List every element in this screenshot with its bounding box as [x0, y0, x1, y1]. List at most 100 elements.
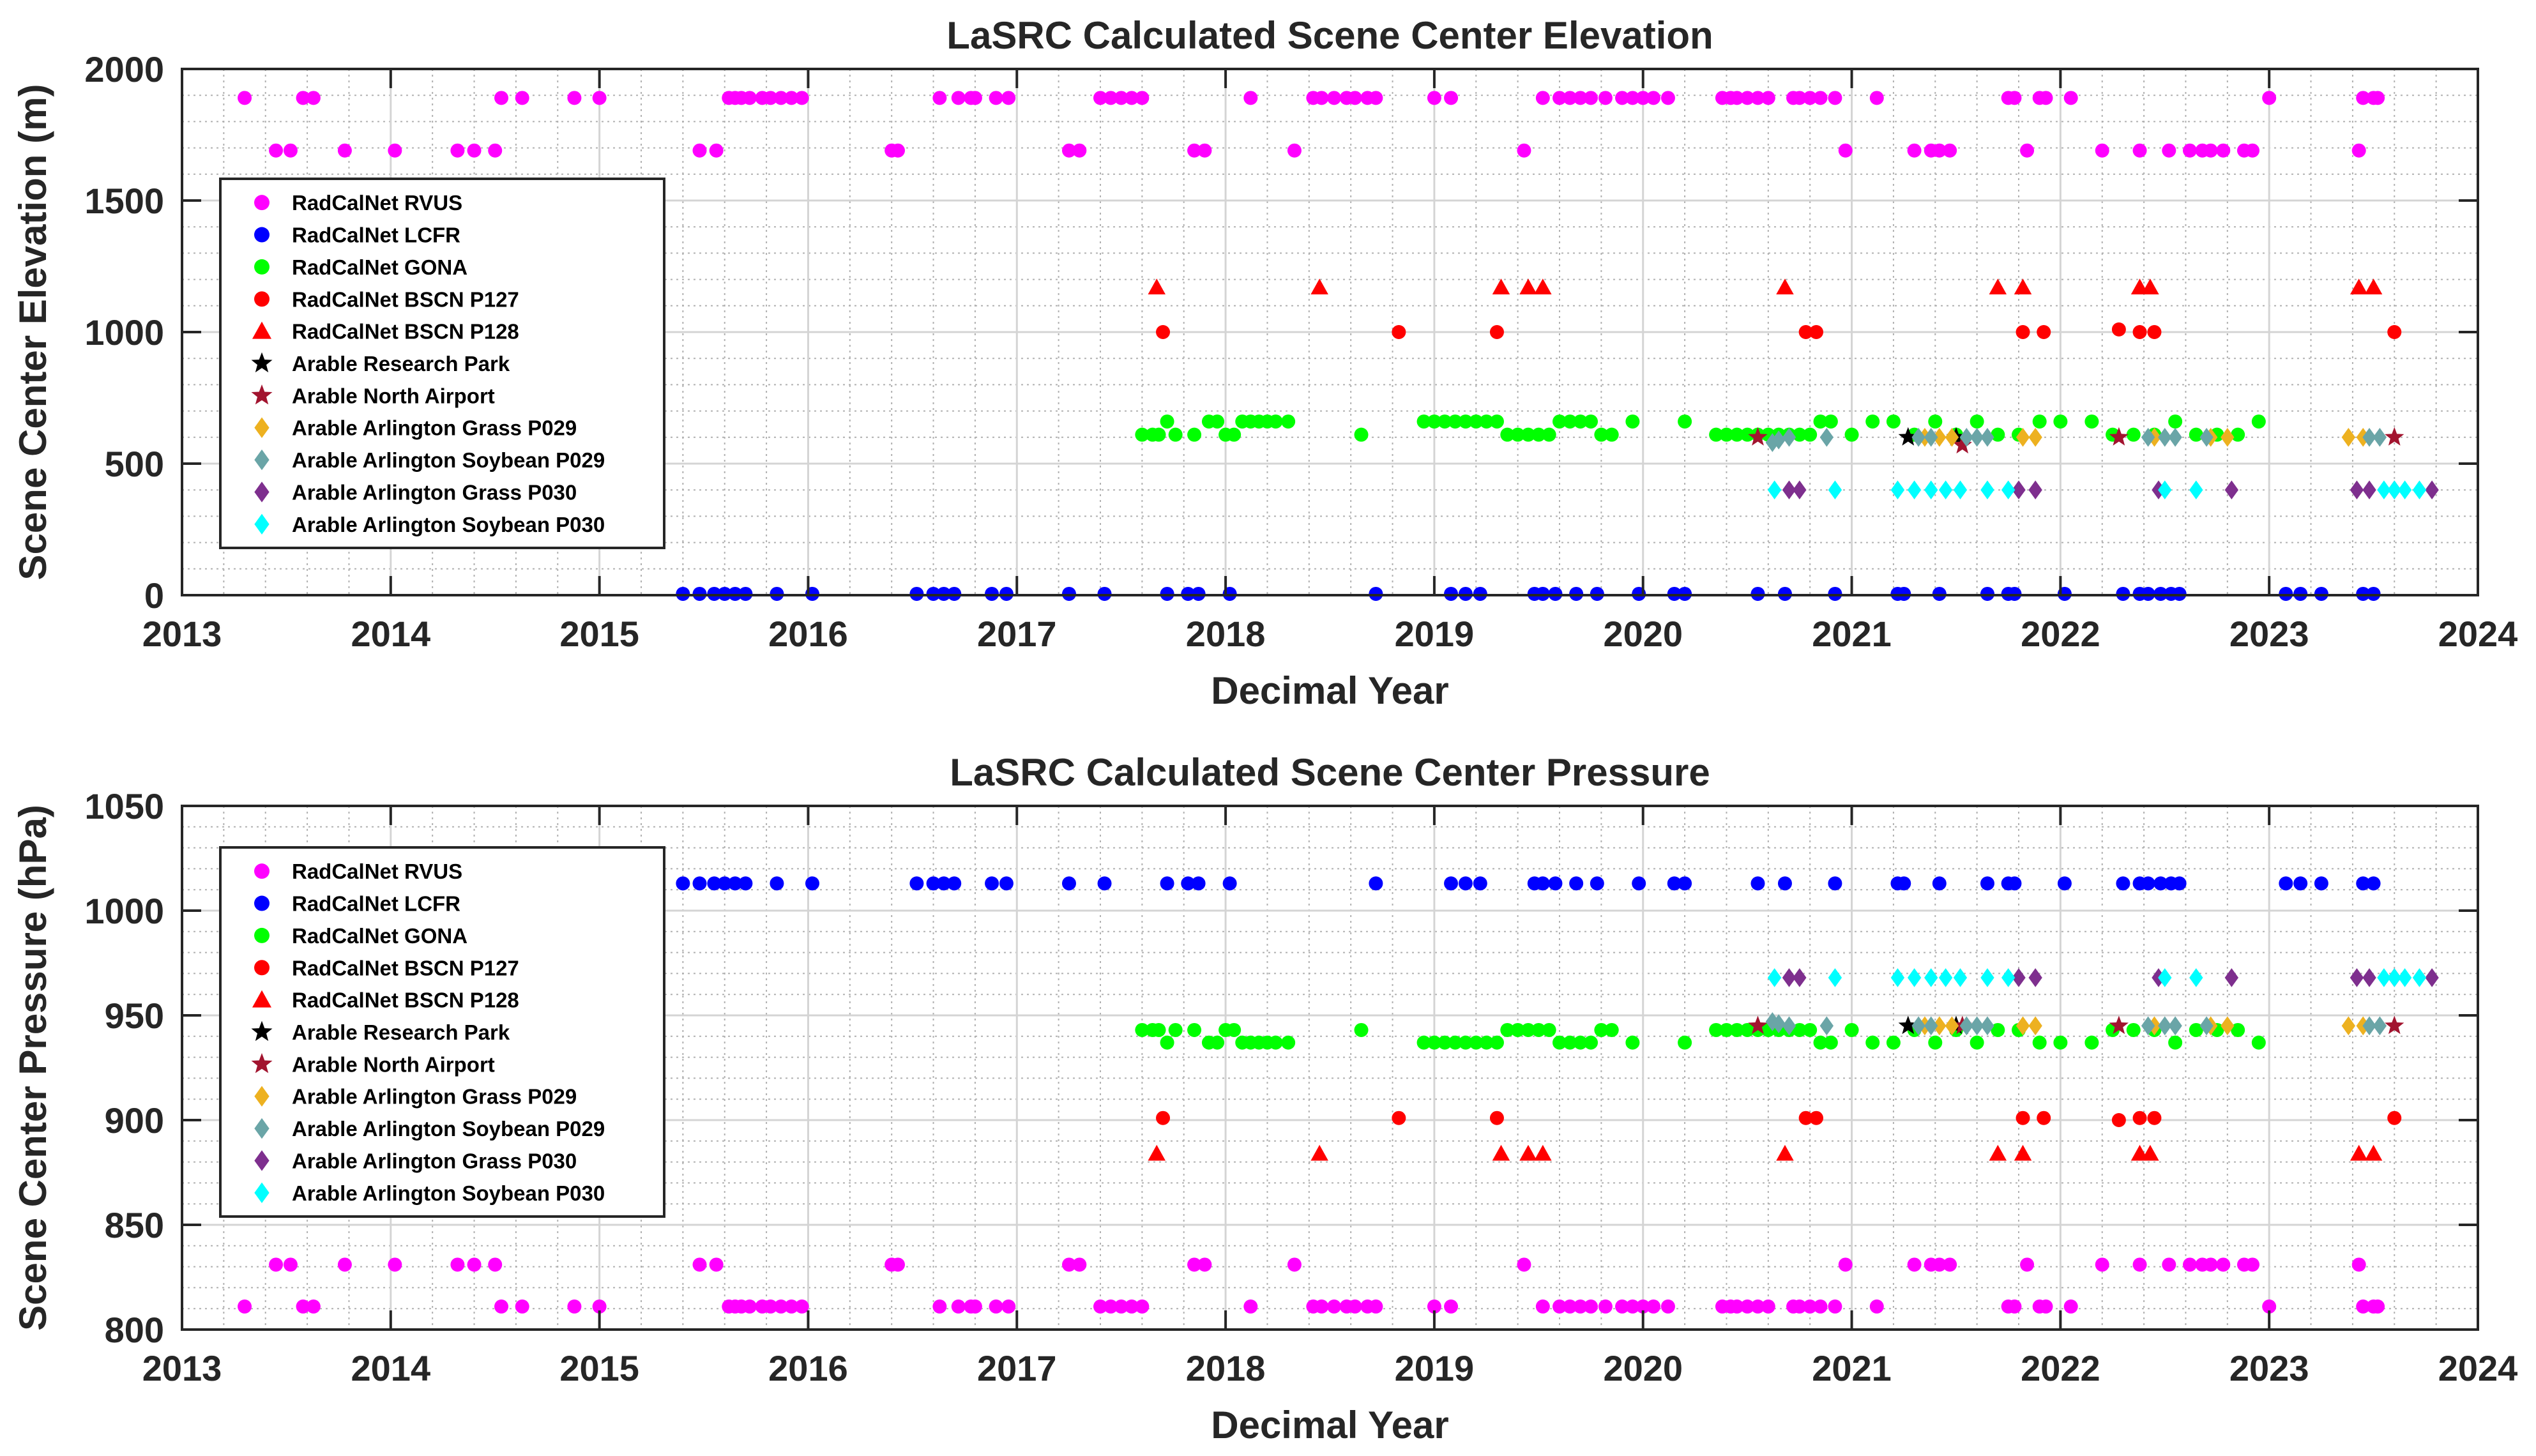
legend-item: Arable Research Park: [251, 1020, 510, 1044]
x-tick-label: 2021: [1812, 1348, 1892, 1388]
data-point: [1097, 876, 1112, 891]
data-point: [2014, 278, 2032, 294]
data-point: [238, 1299, 252, 1314]
data-point: [784, 1299, 799, 1314]
data-point: [1001, 91, 1016, 105]
data-point: [1932, 143, 1947, 158]
data-point: [1719, 427, 1734, 442]
data-point: [1187, 427, 1202, 442]
data-point: [1438, 414, 1452, 429]
data-point: [2037, 1111, 2051, 1125]
data-point: [1187, 1022, 1202, 1037]
data-point: [968, 91, 982, 105]
chart-panel-2: 2013 2014 2015 2016 2017 2018 2019 2020 2021 2022…: [11, 751, 2517, 1446]
data-point: [1792, 1022, 1807, 1037]
data-point: [1989, 1144, 2007, 1161]
data-point: [2350, 1144, 2368, 1161]
data-point: [488, 143, 503, 158]
data-point: [2141, 1144, 2159, 1161]
data-point: [2168, 427, 2182, 447]
data-point: [1458, 1035, 1473, 1050]
data-point: [1750, 586, 1765, 601]
x-tick-label: 2024: [2438, 614, 2518, 654]
data-point: [890, 143, 905, 158]
data-point: [1772, 1014, 1786, 1033]
x-tick-label: 2022: [2021, 1348, 2100, 1388]
data-point: [1584, 1035, 1598, 1050]
data-point: [2014, 1144, 2032, 1161]
legend-label: Arable Arlington Soybean P030: [292, 513, 605, 536]
data-point: [283, 1257, 298, 1272]
data-point: [1181, 586, 1196, 601]
data-point: [1181, 876, 1196, 891]
data-point: [2063, 91, 2078, 105]
data-point: [985, 586, 999, 601]
data-point: [2221, 1016, 2235, 1036]
data-point: [1667, 586, 1682, 601]
data-point: [1803, 91, 1818, 105]
data-point: [909, 586, 924, 601]
legend-box: [219, 178, 665, 549]
data-point: [1793, 968, 1807, 987]
data-point: [2203, 143, 2218, 158]
data-point: [2084, 414, 2099, 429]
data-point: [1187, 143, 1202, 158]
data-point: [1594, 1022, 1609, 1037]
data-point: [1897, 876, 1911, 891]
data-point: [1473, 876, 1487, 891]
data-point: [2356, 876, 2371, 891]
legend-label: Arable Research Park: [292, 1020, 510, 1044]
data-point: [1489, 414, 1504, 429]
data-point: [2279, 586, 2293, 601]
data-point: [2364, 278, 2383, 294]
data-point: [1980, 968, 1994, 987]
data-point: [1838, 143, 1853, 158]
data-point: [1187, 1257, 1202, 1272]
data-point: [2199, 1016, 2213, 1036]
data-point: [2158, 1016, 2172, 1036]
data-point: [2007, 586, 2022, 601]
data-point: [2012, 480, 2026, 500]
data-point: [2141, 427, 2155, 447]
data-point: [989, 91, 1003, 105]
data-point: [2397, 968, 2412, 987]
legend-item: Arable Arlington Soybean P030: [254, 1181, 605, 1205]
data-point: [709, 1257, 724, 1272]
data-point: [2158, 480, 2172, 500]
data-point: [2351, 143, 2366, 158]
legend-marker: [254, 1086, 270, 1107]
data-point: [1369, 876, 1383, 891]
legend-item: RadCalNet BSCN P128: [252, 989, 519, 1012]
data-point: [1928, 1035, 1943, 1050]
data-point: [763, 1299, 778, 1314]
data-point: [2141, 586, 2155, 601]
data-point: [1287, 1257, 1302, 1272]
data-point: [2216, 143, 2231, 158]
data-point: [1135, 91, 1150, 105]
chart-title: LaSRC Calculated Scene Center Pressure: [950, 751, 1710, 794]
data-point: [773, 91, 788, 105]
data-point: [1924, 1016, 1938, 1036]
data-point: [1767, 480, 1782, 500]
y-tick-label: 850: [105, 1205, 164, 1245]
data-point: [1469, 414, 1484, 429]
data-point: [2387, 968, 2401, 987]
data-point: [1678, 586, 1692, 601]
legend-label: Arable Arlington Grass P030: [292, 1149, 577, 1172]
data-point: [2199, 427, 2213, 447]
x-tick-label: 2021: [1812, 614, 1892, 654]
data-point: [2385, 1015, 2404, 1035]
data-point: [1932, 1016, 1947, 1036]
data-point: [1535, 586, 1550, 601]
data-point: [1911, 1016, 1925, 1036]
x-axis-label: Decimal Year: [1211, 669, 1449, 712]
y-tick-label: 900: [105, 1100, 164, 1141]
x-tick-label: 2015: [559, 614, 639, 654]
legend-label: RadCalNet BSCN P128: [292, 320, 519, 344]
data-point: [1823, 414, 1838, 429]
axes-box: [181, 805, 2479, 1331]
data-point: [515, 1299, 529, 1314]
data-point: [1510, 1022, 1525, 1037]
y-tick-label: 1050: [84, 786, 164, 826]
data-point: [1479, 414, 1494, 429]
